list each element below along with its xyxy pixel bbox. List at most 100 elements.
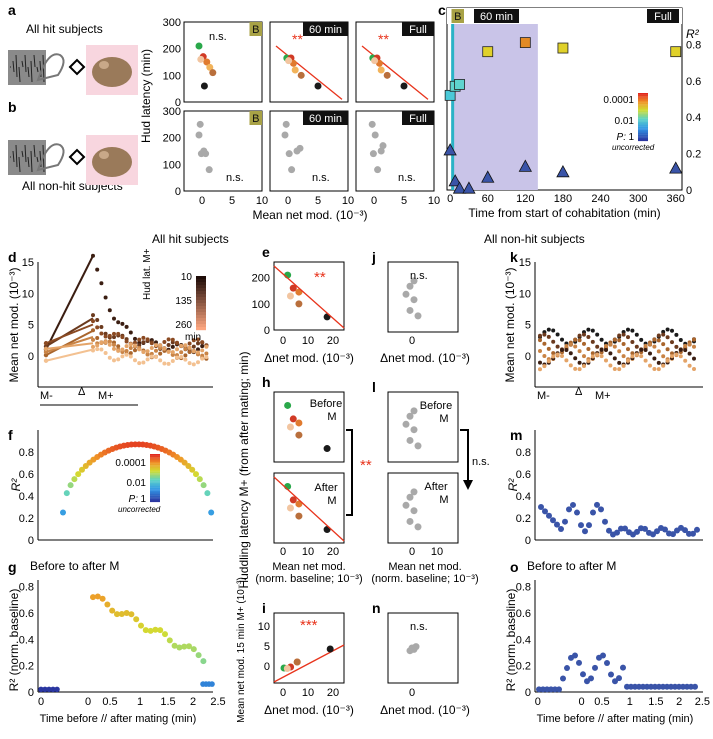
m-point	[650, 531, 656, 538]
subplot-tag-bg	[402, 111, 434, 125]
h2-frame	[273, 472, 345, 544]
m-point	[690, 530, 696, 537]
scatter-point	[288, 166, 296, 174]
g-x-tick: 0	[38, 696, 44, 708]
d-trace-point	[107, 333, 112, 338]
k-trace-point	[670, 351, 674, 356]
l2-point	[410, 507, 418, 515]
f-colorbar-cell	[150, 500, 160, 503]
d-trace	[45, 317, 94, 348]
c-x-tick: 360	[667, 193, 685, 205]
d-trace-point	[99, 281, 104, 286]
d-cbar-tick: 10	[181, 272, 193, 283]
o-ylabel: R² (norm. baseline)	[504, 589, 518, 692]
f-colorbar-cell	[150, 470, 160, 472]
k-trace-point	[621, 332, 626, 337]
colorbar-cell	[638, 129, 648, 132]
d-trace-point	[149, 351, 154, 356]
colorbar-cell	[638, 115, 648, 118]
m-point	[682, 527, 688, 534]
d-trace-point	[145, 349, 150, 354]
k-trace-point	[630, 351, 635, 356]
d-baseline-point	[43, 358, 49, 363]
f-colorbar-cell	[150, 489, 160, 491]
k-trace-point	[692, 356, 696, 361]
d-trace-point	[149, 345, 154, 350]
k-y-tick: 10	[519, 288, 531, 300]
g-point	[123, 609, 130, 616]
k-trace-point	[560, 337, 564, 342]
k-trace-point	[590, 351, 595, 356]
subplot-tag: 60 min	[309, 24, 342, 36]
f-colorbar-cell	[150, 478, 160, 480]
panel-letter-j: j	[371, 249, 376, 265]
k-trace-point	[678, 354, 683, 359]
d-trace-point	[191, 344, 196, 349]
d-trace-point	[149, 354, 154, 359]
subplot-tag-bg	[303, 111, 348, 125]
panel-letter-n: n	[372, 600, 381, 616]
k-trace-point	[639, 354, 644, 359]
l-label: Before	[420, 400, 452, 412]
panel-letter-g: g	[8, 559, 17, 575]
d-y-tick: 15	[22, 257, 34, 269]
d-trace-point	[170, 358, 175, 363]
o-y-tick: 0.2	[516, 661, 531, 673]
g-y-tick: 0.2	[19, 661, 34, 673]
d-trace	[45, 348, 94, 362]
k-trace-point	[590, 328, 595, 333]
k-trace-point	[639, 347, 644, 352]
vole-icon	[92, 57, 132, 87]
g-ylabel: R² (norm. baseline)	[7, 589, 21, 692]
k-trace-point	[573, 366, 578, 371]
i-frame	[273, 612, 345, 684]
d-trace-point	[95, 317, 100, 322]
o-point	[608, 671, 614, 678]
k-trace-point	[652, 367, 657, 372]
f-colorbar-cell	[150, 492, 160, 495]
panel-letter-i: i	[262, 600, 266, 616]
d-trace-point	[196, 350, 200, 355]
m-point	[598, 506, 604, 513]
scatter-point	[209, 69, 217, 77]
m-point	[542, 508, 548, 515]
g-point	[147, 627, 154, 634]
e-x-tick: 10	[302, 335, 314, 347]
m-ylabel: R²	[506, 478, 520, 492]
k-trace-point	[608, 351, 613, 356]
j-point	[410, 296, 418, 304]
scatter-point	[371, 131, 379, 139]
o-point	[580, 671, 586, 678]
c-y-tick: 0.2	[686, 149, 701, 161]
g-point	[46, 686, 52, 693]
c-cbar-tick: 1	[628, 132, 634, 143]
d-baseline-point	[43, 346, 49, 352]
m-point	[570, 501, 576, 508]
k-trace-point	[665, 335, 670, 340]
d-trace-point	[200, 344, 205, 349]
k-y-tick: 0	[525, 351, 531, 363]
trace-line	[15, 144, 18, 168]
f-r2-point	[208, 509, 215, 516]
d-colorbar-cell	[196, 282, 206, 286]
g-point	[94, 593, 101, 600]
o-x-tick: 1	[627, 696, 633, 708]
o-x-tick: 1.5	[648, 696, 663, 708]
l-point	[406, 436, 414, 444]
d-trace-point	[107, 308, 112, 313]
scatter-point	[369, 150, 377, 158]
scatter-point	[197, 55, 205, 63]
k-trace-point	[670, 328, 674, 333]
d-trace-point	[128, 351, 133, 356]
f-r2-point	[67, 482, 74, 489]
g-y-tick: 0	[28, 687, 34, 699]
k-trace-point	[656, 360, 661, 365]
o-point	[692, 683, 698, 690]
d-trace-point	[183, 353, 188, 358]
f-r2-point	[60, 509, 66, 516]
f-ylabel: R²	[9, 478, 23, 492]
k-trace-point	[590, 339, 595, 344]
vole-ear-icon	[99, 61, 109, 69]
d-trace-point	[183, 343, 188, 348]
